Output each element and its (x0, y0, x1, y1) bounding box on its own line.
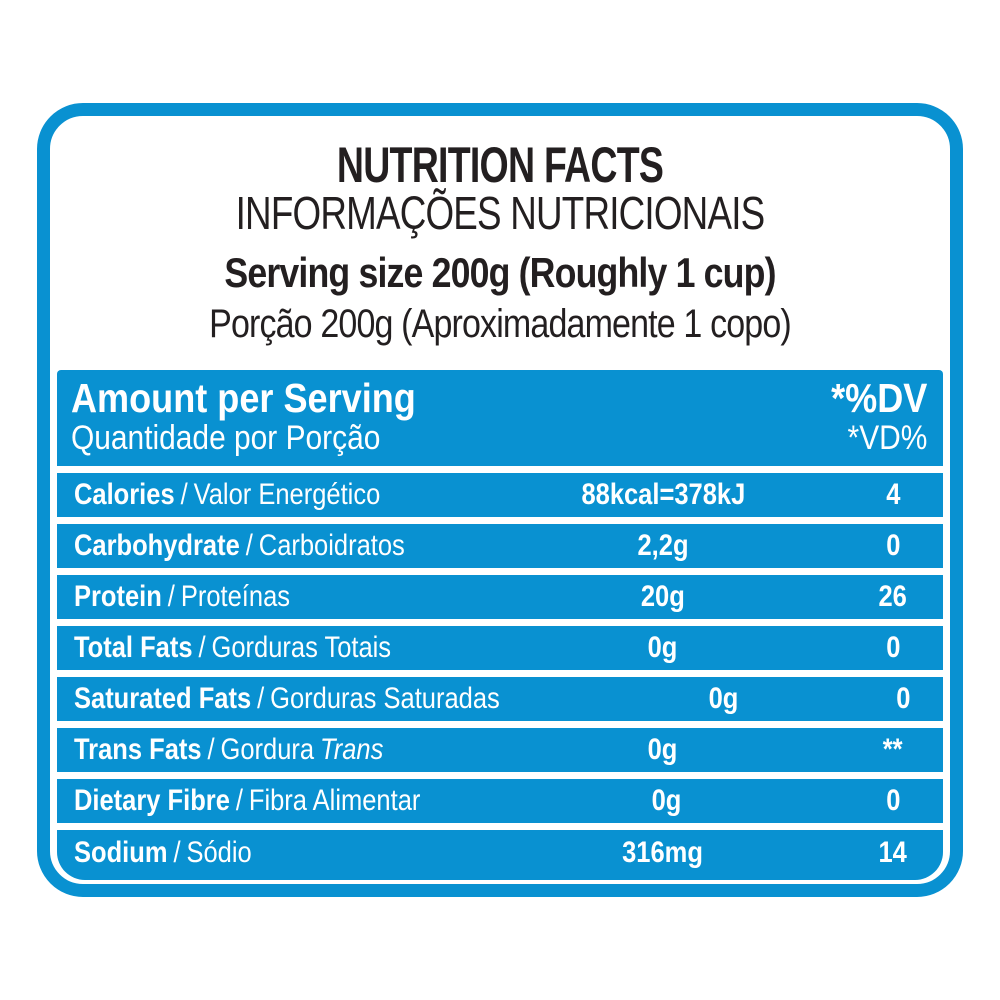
serving-size-pt: Porção 200g (Aproximadamente 1 copo) (209, 302, 792, 346)
daily-value-label-en: *%DV (830, 375, 927, 421)
nutrient-dv: 0 (885, 631, 901, 664)
row-carbohydrate: Carbohydrate / Carboidratos 2,2g 0 (57, 524, 943, 568)
nutrient-dv: 0 (886, 784, 901, 817)
nutrient-dv: 4 (885, 478, 901, 511)
amount-per-serving-header: Amount per Serving Quantidade por Porção (71, 376, 463, 456)
row-sodium: Sodium / Sódio 316mg 14 (57, 830, 943, 880)
amount-per-serving-label-en: Amount per Serving (71, 375, 416, 421)
row-protein: Protein / Proteínas 20g 26 (57, 575, 943, 619)
daily-value-header: *%DV *VD% (818, 376, 927, 456)
nutrient-dv: ** (883, 733, 903, 766)
row-trans-fats: Trans Fats / Gordura Trans 0g ** (57, 728, 943, 772)
nutrient-dv: 26 (878, 580, 908, 613)
row-calories: Calories / Valor Energético 88kcal=378kJ 4 (57, 473, 943, 517)
serving-size-en: Serving size 200g (Roughly 1 cup) (224, 249, 776, 296)
nutrient-amount: 316mg (622, 836, 704, 869)
label-title-pt: INFORMAÇÕES NUTRICIONAIS (235, 187, 766, 239)
row-saturated-fats: Saturated Fats / Gorduras Saturadas 0g 0 (57, 677, 943, 721)
nutrient-amount: 2,2g (637, 529, 689, 562)
label-title-area: NUTRITION FACTS INFORMAÇÕES NUTRICIONAIS… (50, 116, 950, 344)
nutrient-dv: 0 (885, 529, 901, 562)
table-header-row: Amount per Serving Quantidade por Porção… (57, 370, 943, 466)
nutrient-name: Dietary Fibre / Fibra Alimentar (74, 784, 421, 817)
nutrient-amount: 0g (651, 784, 682, 817)
row-dietary-fibre: Dietary Fibre / Fibra Alimentar 0g 0 (57, 779, 943, 823)
nutrient-dv: 0 (896, 682, 911, 715)
nutrient-name: Protein / Proteínas (74, 580, 291, 613)
nutrient-name: Carbohydrate / Carboidratos (74, 529, 405, 562)
nutrient-name: Calories / Valor Energético (74, 478, 381, 511)
nutrient-amount: 20g (641, 580, 685, 613)
label-title-en: NUTRITION FACTS (336, 137, 664, 193)
nutrient-amount: 0g (648, 733, 678, 766)
row-total-fats: Total Fats / Gorduras Totais 0g 0 (57, 626, 943, 670)
nutrient-name: Total Fats / Gorduras Totais (74, 631, 392, 664)
nutrient-amount: 0g (708, 682, 739, 715)
amount-per-serving-label-pt: Quantidade por Porção (71, 419, 381, 457)
nutrient-name: Trans Fats / Gordura Trans (74, 733, 384, 766)
nutrient-dv: 14 (878, 836, 908, 869)
nutrient-name: Sodium / Sódio (74, 836, 252, 869)
nutrient-amount: 88kcal=378kJ (581, 478, 745, 511)
nutrition-label-frame: NUTRITION FACTS INFORMAÇÕES NUTRICIONAIS… (37, 103, 963, 897)
nutrient-name: Saturated Fats / Gorduras Saturadas (74, 682, 500, 715)
daily-value-label-pt: *VD% (847, 419, 927, 457)
nutrition-facts-table: Amount per Serving Quantidade por Porção… (57, 370, 943, 880)
nutrient-amount: 0g (648, 631, 678, 664)
